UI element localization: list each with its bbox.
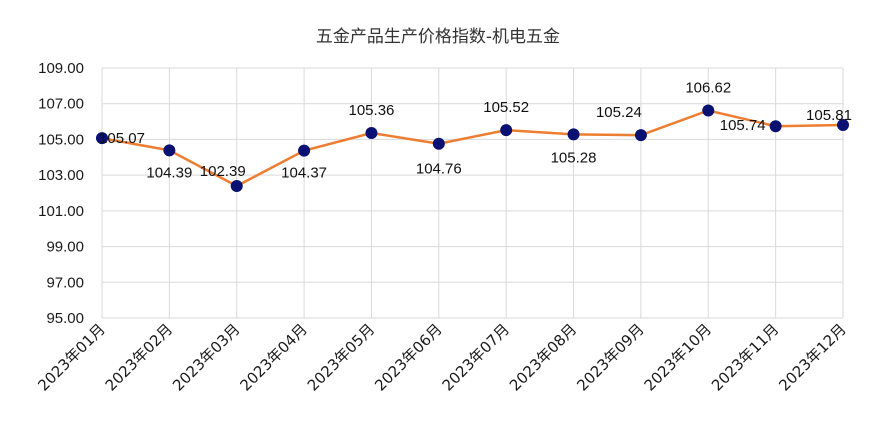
- data-point: [567, 128, 580, 141]
- y-tick-label: 97.00: [46, 274, 84, 291]
- x-tick-label: 2023年05月: [304, 320, 378, 394]
- x-tick-label: 2023年11月: [708, 320, 782, 394]
- grid-lines: [101, 67, 844, 319]
- y-tick-label: 109.00: [38, 60, 84, 77]
- y-tick-label: 107.00: [38, 96, 84, 113]
- data-label: 105.24: [596, 104, 642, 121]
- x-tick-label: 2023年08月: [506, 320, 580, 394]
- data-label: 104.39: [146, 164, 192, 181]
- data-label: 105.81: [806, 107, 852, 124]
- data-label: 105.28: [551, 149, 597, 166]
- y-tick-label: 95.00: [46, 310, 84, 327]
- y-tick-label: 103.00: [38, 167, 84, 184]
- data-label: 102.39: [200, 163, 246, 180]
- x-tick-label: 2023年07月: [439, 320, 513, 394]
- data-point: [163, 144, 176, 157]
- x-tick-label: 2023年10月: [641, 320, 715, 394]
- data-point: [769, 120, 782, 133]
- data-label: 106.62: [685, 80, 731, 97]
- y-tick-label: 105.00: [38, 131, 84, 148]
- y-axis: 95.00 97.00 99.00 101.00 103.00 105.00 107.00 1…: [38, 60, 84, 327]
- data-point: [365, 127, 378, 139]
- x-tick-label: 2023年06月: [371, 320, 445, 394]
- data-label: 105.74: [720, 117, 766, 134]
- x-tick-label: 2023年09月: [573, 320, 647, 394]
- x-axis: 2023年01月2023年02月2023年03月2023年04月2023年05月…: [34, 320, 849, 394]
- data-point: [230, 180, 243, 193]
- chart-title: 五金产品生产价格指数-机电五金: [315, 27, 561, 47]
- series-line: [101, 109, 844, 188]
- data-point: [702, 104, 715, 117]
- data-point: [634, 129, 647, 142]
- y-tick-label: 101.00: [38, 203, 84, 220]
- x-tick-label: 2023年01月: [34, 320, 108, 394]
- data-label: 105.07: [99, 130, 145, 147]
- data-label: 105.52: [483, 99, 529, 116]
- data-point: [298, 144, 311, 157]
- x-tick-label: 2023年04月: [236, 320, 310, 394]
- data-point: [96, 132, 108, 145]
- y-tick-label: 99.00: [46, 239, 84, 256]
- x-tick-label: 2023年03月: [169, 320, 243, 394]
- data-point: [432, 137, 445, 150]
- data-label: 105.36: [349, 102, 395, 119]
- data-point: [837, 118, 849, 131]
- data-label: 104.37: [281, 165, 327, 182]
- x-tick-label: 2023年02月: [102, 320, 176, 394]
- data-label: 104.76: [416, 161, 462, 178]
- data-point: [500, 124, 513, 137]
- x-tick-label: 2023年12月: [775, 320, 849, 394]
- series: [96, 104, 849, 193]
